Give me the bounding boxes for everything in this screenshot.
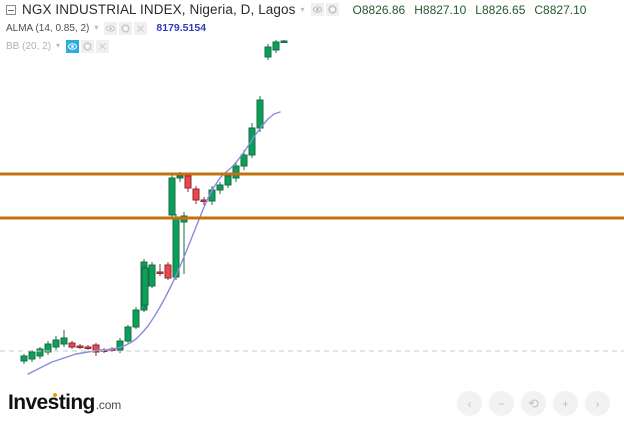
- symbol-title: NGX INDUSTRIAL INDEX, Nigeria, D, Lagos: [22, 2, 296, 17]
- candlestick: [272, 40, 280, 53]
- eye-icon[interactable]: [104, 21, 118, 35]
- candlestick: [52, 336, 60, 350]
- candlestick: [184, 173, 192, 192]
- alma-indicator-value: 8179.5154: [156, 22, 207, 34]
- alma-line: [27, 111, 281, 375]
- gear-icon[interactable]: [325, 3, 339, 16]
- candlestick: [240, 150, 248, 170]
- chart-legend: NGX INDUSTRIAL INDEX, Nigeria, D, Lagos …: [0, 0, 624, 55]
- bb-icon-group: [66, 39, 110, 53]
- pan-right-button[interactable]: ›: [585, 391, 610, 416]
- candlestick: [60, 330, 68, 347]
- candlestick-series: [20, 40, 288, 364]
- ohlc-low: L8826.65: [475, 2, 526, 17]
- chevron-down-icon[interactable]: ▾: [56, 41, 61, 50]
- gear-icon[interactable]: [119, 21, 133, 35]
- candlestick: [264, 44, 272, 60]
- candlestick: [44, 341, 52, 355]
- candlestick: [164, 262, 172, 280]
- candlestick: [92, 343, 100, 356]
- zoom-out-button[interactable]: −: [489, 391, 514, 416]
- candlestick: [148, 262, 156, 288]
- legend-row-symbol[interactable]: NGX INDUSTRIAL INDEX, Nigeria, D, Lagos …: [0, 0, 624, 19]
- candlestick: [156, 264, 164, 276]
- alma-indicator-label: ALMA (14, 0.85, 2): [6, 22, 90, 34]
- candlestick: [76, 344, 84, 349]
- candlestick: [216, 182, 224, 194]
- ohlc-high: H8827.10: [414, 2, 467, 17]
- candlestick: [180, 212, 188, 274]
- eye-icon[interactable]: [66, 39, 80, 53]
- chart-controls: ‹ − ⟲ + ›: [457, 391, 610, 416]
- close-icon[interactable]: [96, 39, 110, 53]
- chevron-down-icon[interactable]: ▾: [94, 23, 99, 32]
- candlestick: [20, 354, 28, 364]
- eye-icon[interactable]: [310, 3, 324, 16]
- collapse-icon[interactable]: [6, 4, 16, 15]
- candlestick: [132, 307, 140, 329]
- pan-left-button[interactable]: ‹: [457, 391, 482, 416]
- legend-row-alma[interactable]: ALMA (14, 0.85, 2) ▾ 8179.5154: [0, 19, 624, 37]
- ohlc-readout: O8826.86 H8827.10 L8826.65 C8827.10: [353, 3, 587, 17]
- candlestick: [36, 347, 44, 359]
- candlestick: [84, 345, 92, 350]
- alma-icon-group: [104, 21, 148, 35]
- candlestick: [68, 341, 76, 349]
- zoom-in-button[interactable]: +: [553, 391, 578, 416]
- chevron-down-icon[interactable]: ▾: [300, 4, 305, 14]
- reset-zoom-button[interactable]: ⟲: [521, 391, 546, 416]
- close-icon[interactable]: [134, 21, 148, 35]
- ohlc-open: O8826.86: [352, 2, 406, 17]
- level-lines: [0, 172, 624, 352]
- candlestick: [168, 175, 176, 218]
- ohlc-close: C8827.10: [534, 2, 587, 17]
- legend-row-bb[interactable]: BB (20, 2) ▾: [0, 37, 624, 55]
- gear-icon[interactable]: [81, 39, 95, 53]
- alma-overlay-line: [27, 111, 281, 375]
- logo-dot-icon: [53, 393, 57, 397]
- candlestick: [124, 325, 132, 343]
- candlestick: [141, 265, 149, 308]
- logo-wordmark: Investing: [8, 391, 95, 414]
- logo-suffix: .com: [95, 398, 122, 412]
- investing-logo: Investing .com: [8, 391, 121, 415]
- candlestick: [28, 350, 36, 362]
- candlestick: [192, 186, 200, 204]
- candlestick: [280, 40, 288, 43]
- bb-indicator-label: BB (20, 2): [6, 40, 52, 52]
- symbol-icon-group: [310, 3, 339, 16]
